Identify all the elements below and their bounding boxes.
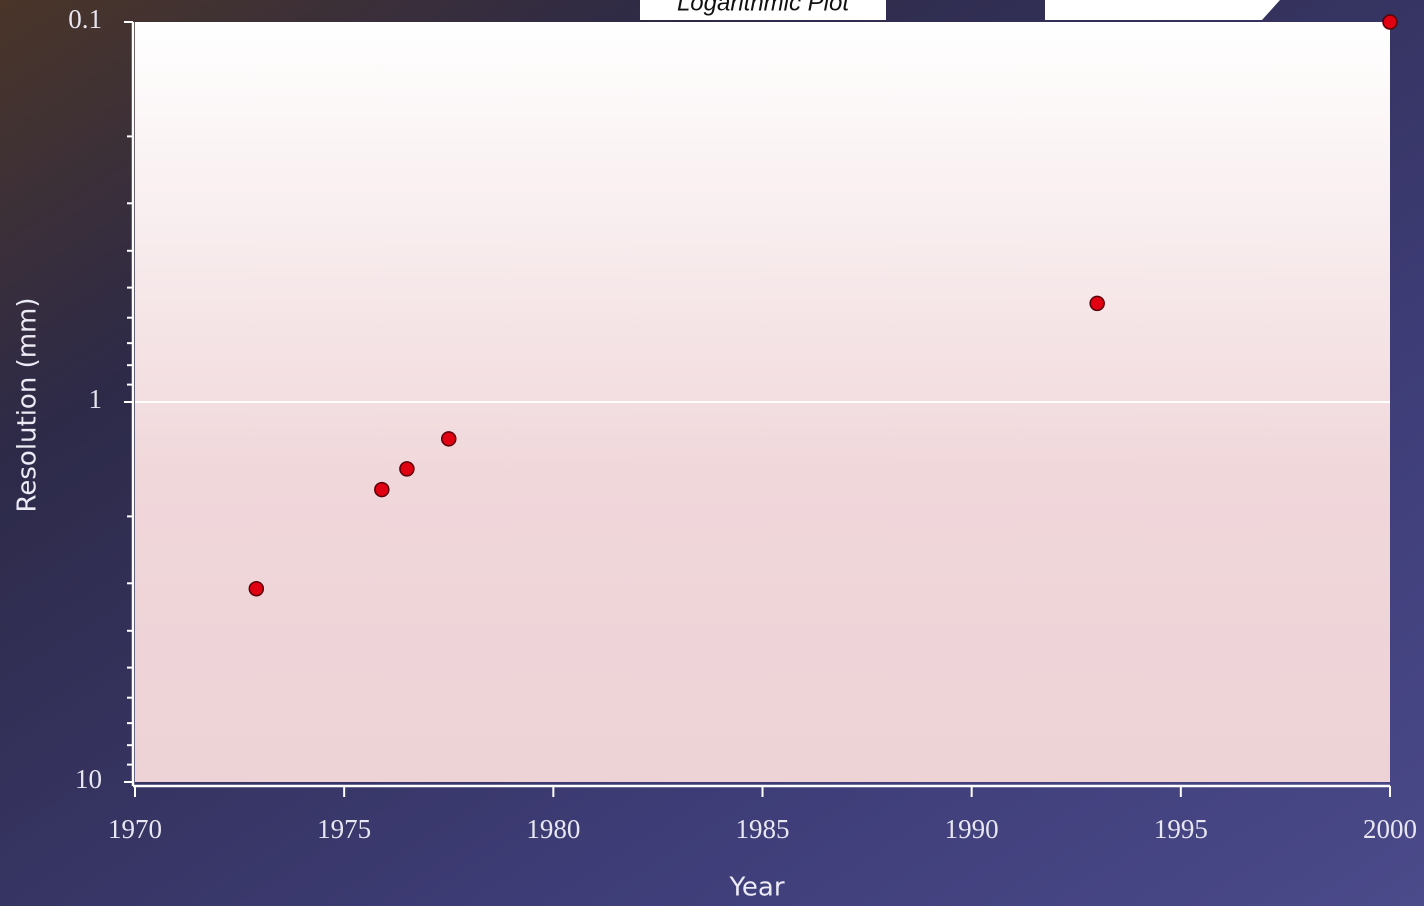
decoration [1045,0,1280,20]
y-tick-label: 0.1 [68,4,102,34]
x-axis-title: Year [728,873,784,903]
y-tick-label: 10 [75,764,102,794]
data-point [1382,14,1398,30]
x-tick-label: 1980 [526,814,580,844]
x-tick-label: 1985 [736,814,790,844]
y-axis-title: Resolution (mm) [13,297,43,512]
data-point [1089,295,1105,312]
x-tick-label: 1970 [108,814,162,844]
data-point [441,431,457,447]
data-point [374,481,390,498]
data-point [399,461,415,477]
x-tick-label: 1990 [945,814,999,844]
y-tick-label: 1 [89,384,103,414]
chart-title: Logarithmic Plot [677,0,850,16]
x-tick-label: 2000 [1363,814,1417,844]
x-tick-label: 1975 [317,814,371,844]
x-tick-label: 1995 [1154,814,1208,844]
title-box [640,0,886,20]
data-point [248,580,265,597]
